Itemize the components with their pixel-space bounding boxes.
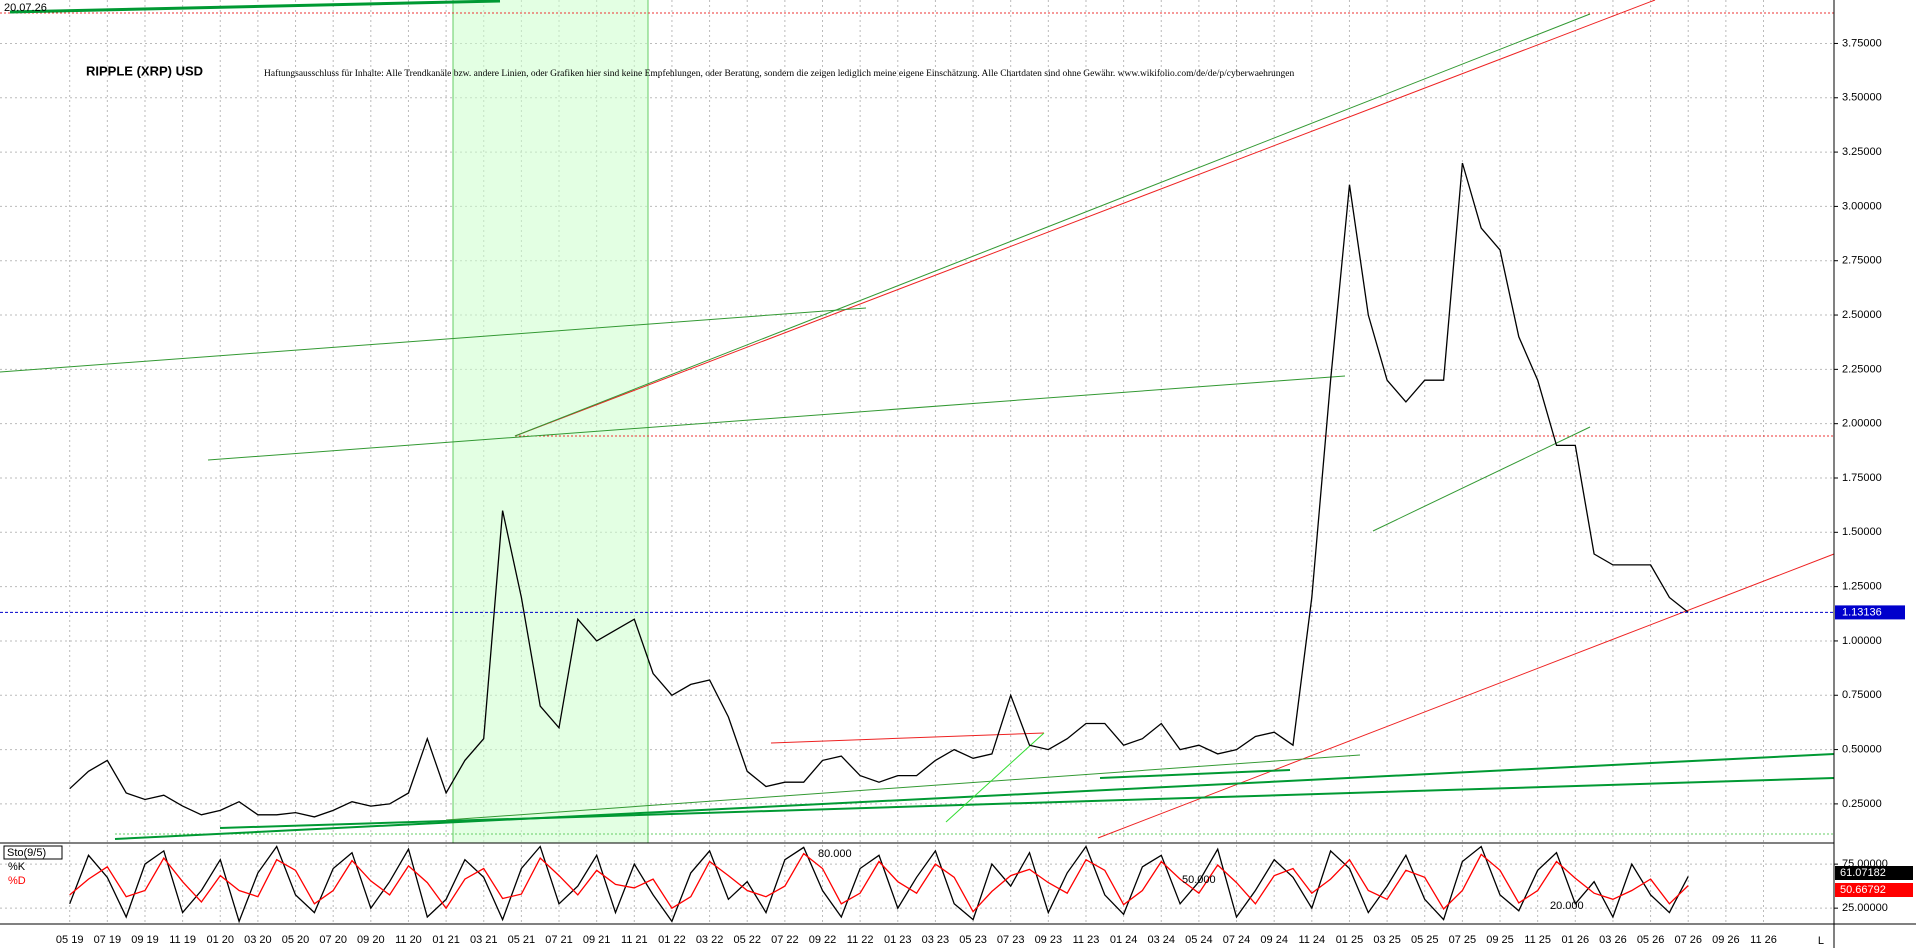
y-tick-label: 1.25000	[1842, 581, 1882, 593]
x-tick-label: 11 22	[847, 934, 874, 946]
x-tick-label: 05 25	[1411, 934, 1439, 946]
x-tick-label: 11 24	[1298, 934, 1325, 946]
trend-line	[9, 0, 501, 14]
trend-line	[0, 307, 867, 373]
y-tick-label: 2.25000	[1842, 363, 1882, 375]
y-tick-label: 3.75000	[1842, 37, 1882, 49]
y-tick-label: 3.50000	[1842, 92, 1882, 104]
y-tick-label: 3.25000	[1842, 146, 1882, 158]
trend-line	[514, 0, 1656, 437]
trend-line	[945, 732, 1045, 823]
x-tick-label: 11 19	[169, 934, 196, 946]
level-annotation: 20.000	[1550, 900, 1584, 912]
x-tick-label: 01 21	[432, 934, 460, 946]
legend-label: %K	[8, 861, 26, 873]
x-tick-label: 09 21	[583, 934, 611, 946]
x-tick-label: 09 25	[1486, 934, 1514, 946]
price-line	[69, 162, 1689, 818]
highlight-zone	[453, 0, 648, 843]
x-tick-label: 03 24	[1147, 934, 1175, 946]
x-tick-label: 09 23	[1035, 934, 1063, 946]
y-tick-label: 2.50000	[1842, 309, 1882, 321]
x-tick-label: 05 20	[282, 934, 310, 946]
x-tick-label: 01 26	[1562, 934, 1590, 946]
x-tick-label: 09 24	[1260, 934, 1288, 946]
x-tick-label: 01 24	[1110, 934, 1138, 946]
axis-corner-label: L	[1818, 935, 1824, 947]
trend-line	[514, 13, 1591, 437]
y-tick-label: 0.25000	[1842, 798, 1882, 810]
x-tick-label: 03 22	[696, 934, 724, 946]
series-line	[69, 845, 1689, 924]
trend-line	[1372, 426, 1591, 532]
x-tick-label: 03 26	[1599, 934, 1627, 946]
x-tick-label: 07 26	[1674, 934, 1702, 946]
y-tick-label: 2.00000	[1842, 418, 1882, 430]
level-annotation: 80.000	[818, 848, 852, 860]
chart-title: RIPPLE (XRP) USD	[86, 63, 203, 78]
y-tick-label: 1.75000	[1842, 472, 1882, 484]
last-price-box	[1835, 605, 1905, 620]
x-tick-label: 11 25	[1524, 934, 1551, 946]
x-tick-label: 01 25	[1336, 934, 1364, 946]
indicator-box	[3, 845, 63, 860]
x-tick-label: 11 26	[1750, 934, 1777, 946]
trend-line	[1099, 769, 1291, 779]
x-tick-label: 07 19	[94, 934, 122, 946]
y-tick-label: 0.50000	[1842, 743, 1882, 755]
y-tick-label: 25.00000	[1842, 902, 1888, 914]
last-value-box	[1835, 883, 1913, 897]
y-tick-label: 2.75000	[1842, 255, 1882, 267]
x-tick-label: 05 19	[56, 934, 84, 946]
x-tick-label: 09 19	[131, 934, 159, 946]
y-tick-label: 1.00000	[1842, 635, 1882, 647]
y-tick-label: 0.75000	[1842, 689, 1882, 701]
last-price-label: 1.13136	[1842, 606, 1882, 618]
disclaimer: Haftungsausschluss für Inhalte: Alle Tre…	[264, 68, 1295, 79]
x-tick-label: 01 20	[206, 934, 234, 946]
y-tick-label: 1.50000	[1842, 526, 1882, 538]
x-tick-label: 11 20	[395, 934, 422, 946]
x-tick-label: 11 23	[1073, 934, 1100, 946]
trend-line	[207, 375, 1346, 461]
x-tick-label: 03 20	[244, 934, 272, 946]
x-tick-label: 01 22	[658, 934, 686, 946]
trend-line	[445, 754, 1361, 821]
y-tick-label: 3.00000	[1842, 200, 1882, 212]
x-tick-label: 11 21	[621, 934, 648, 946]
x-tick-label: 07 23	[997, 934, 1025, 946]
x-tick-label: 05 22	[733, 934, 761, 946]
trend-line	[1097, 553, 1835, 839]
last-value-box	[1835, 866, 1913, 880]
x-tick-label: 07 20	[319, 934, 347, 946]
timestamp: 20.07.26	[4, 2, 47, 14]
x-tick-label: 05 26	[1637, 934, 1665, 946]
x-tick-label: 07 24	[1223, 934, 1251, 946]
x-tick-label: 01 23	[884, 934, 912, 946]
x-tick-label: 03 23	[922, 934, 950, 946]
indicator-title: Sto(9/5)	[7, 847, 46, 859]
series-line	[69, 852, 1689, 913]
x-tick-label: 05 21	[508, 934, 536, 946]
x-tick-label: 03 25	[1373, 934, 1401, 946]
x-tick-label: 09 26	[1712, 934, 1740, 946]
x-tick-label: 05 23	[959, 934, 987, 946]
x-tick-label: 09 20	[357, 934, 385, 946]
trend-line	[219, 777, 1835, 829]
x-tick-label: 09 22	[809, 934, 837, 946]
x-tick-label: 07 22	[771, 934, 799, 946]
last-value-label: 50.66792	[1840, 884, 1886, 896]
last-value-label: 61.07182	[1840, 867, 1886, 879]
level-annotation: 50.000	[1182, 874, 1216, 886]
x-tick-label: 05 24	[1185, 934, 1213, 946]
x-tick-label: 07 25	[1449, 934, 1477, 946]
legend-label: %D	[8, 875, 26, 887]
x-tick-label: 07 21	[545, 934, 573, 946]
x-tick-label: 03 21	[470, 934, 498, 946]
